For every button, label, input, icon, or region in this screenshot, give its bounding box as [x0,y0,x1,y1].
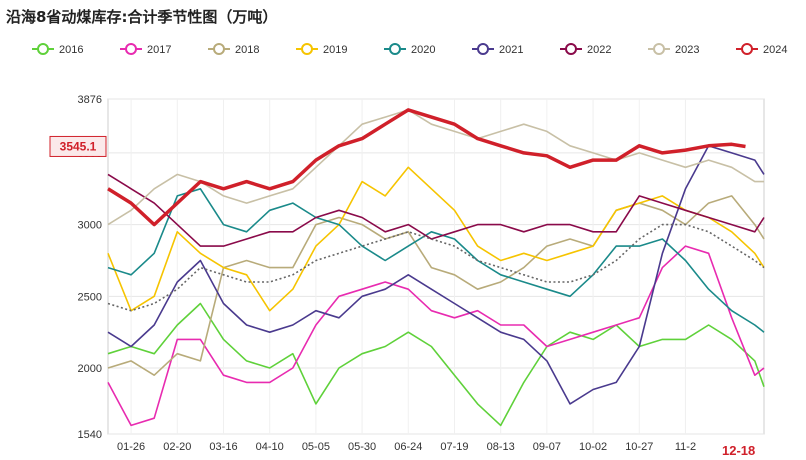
series-line-2023 [107,109,764,226]
x-tick-label: 07-19 [440,441,468,453]
x-tick-label: 11-2 [675,441,696,453]
legend-swatch-marker [477,43,489,55]
legend-item[interactable]: 2021 [472,43,523,56]
x-tick-label: 09-07 [533,441,561,453]
plot-frame [107,98,765,435]
legend-swatch-marker [653,43,665,55]
x-tick-label: 03-16 [209,441,237,453]
y-tick-label: 3876 [78,94,102,106]
legend-label: 2020 [411,44,435,56]
series-line-2018 [107,195,765,377]
legend-label: 2021 [499,44,523,56]
x-tick-label: 04-10 [256,441,284,453]
legend-swatch-marker [741,43,753,55]
legend-label: 2022 [587,44,611,56]
last-value-text: 3545.1 [60,139,97,153]
legend-item[interactable]: 2017 [120,43,171,56]
grid [108,98,764,435]
x-tick-label: 10-27 [625,441,653,453]
x-tick-label: 05-05 [302,441,330,453]
last-x-label: 12-18 [722,443,755,458]
series-line-2019 [107,166,765,312]
series-group [107,108,765,427]
legend-label: 2024 [763,44,787,56]
x-tick-label: 08-13 [487,441,515,453]
legend-item[interactable]: 2024 [736,43,787,56]
last-value-box [49,135,107,157]
x-tick-label: 06-24 [394,441,422,453]
y-tick-label: 2000 [78,363,102,375]
series-line-2017 [107,245,765,427]
legend-label: 2023 [675,44,699,56]
legend-swatch-marker [125,43,137,55]
legend-swatch-marker [565,43,577,55]
legend-item[interactable]: 2020 [384,43,435,56]
legend-swatch-marker [37,43,49,55]
series-line-2016 [107,302,765,427]
legend-item[interactable]: 2023 [648,43,699,56]
x-tick-label: 05-30 [348,441,376,453]
legend-swatch-marker [389,43,401,55]
legend-label: 2018 [235,44,259,56]
y-tick-label: 1540 [78,429,102,441]
legend: 2016201720182019202020212022202320242016… [32,43,787,56]
x-tick-label: 02-20 [163,441,191,453]
legend-label: 2019 [323,44,347,56]
x-tick-label: 01-26 [117,441,145,453]
series-line-2021 [107,145,765,405]
chart-title: 沿海8省动煤库存:合计季节性图（万吨） [6,8,277,26]
last-value-badge: 3545.1 [49,135,107,157]
legend-item[interactable]: 2019 [296,43,347,56]
series-line-2024 [107,108,746,227]
series-line-2022 [107,173,765,247]
legend-swatch-marker [213,43,225,55]
series-line-2016-2023均值 [107,223,765,312]
y-tick-label: 3000 [78,220,102,232]
series-line-2020 [107,188,765,333]
y-tick-label: 2500 [78,291,102,303]
legend-item[interactable]: 2018 [208,43,259,56]
legend-item[interactable]: 2016 [32,43,83,56]
x-tick-label: 10-02 [579,441,607,453]
legend-label: 2016 [59,44,83,56]
x-axis: 01-26 02-20 03-16 04-10 05-05 05-30 06-24 07-19… [117,441,696,453]
legend-label: 2017 [147,44,171,56]
legend-item[interactable]: 2022 [560,43,611,56]
legend-swatch-marker [301,43,313,55]
